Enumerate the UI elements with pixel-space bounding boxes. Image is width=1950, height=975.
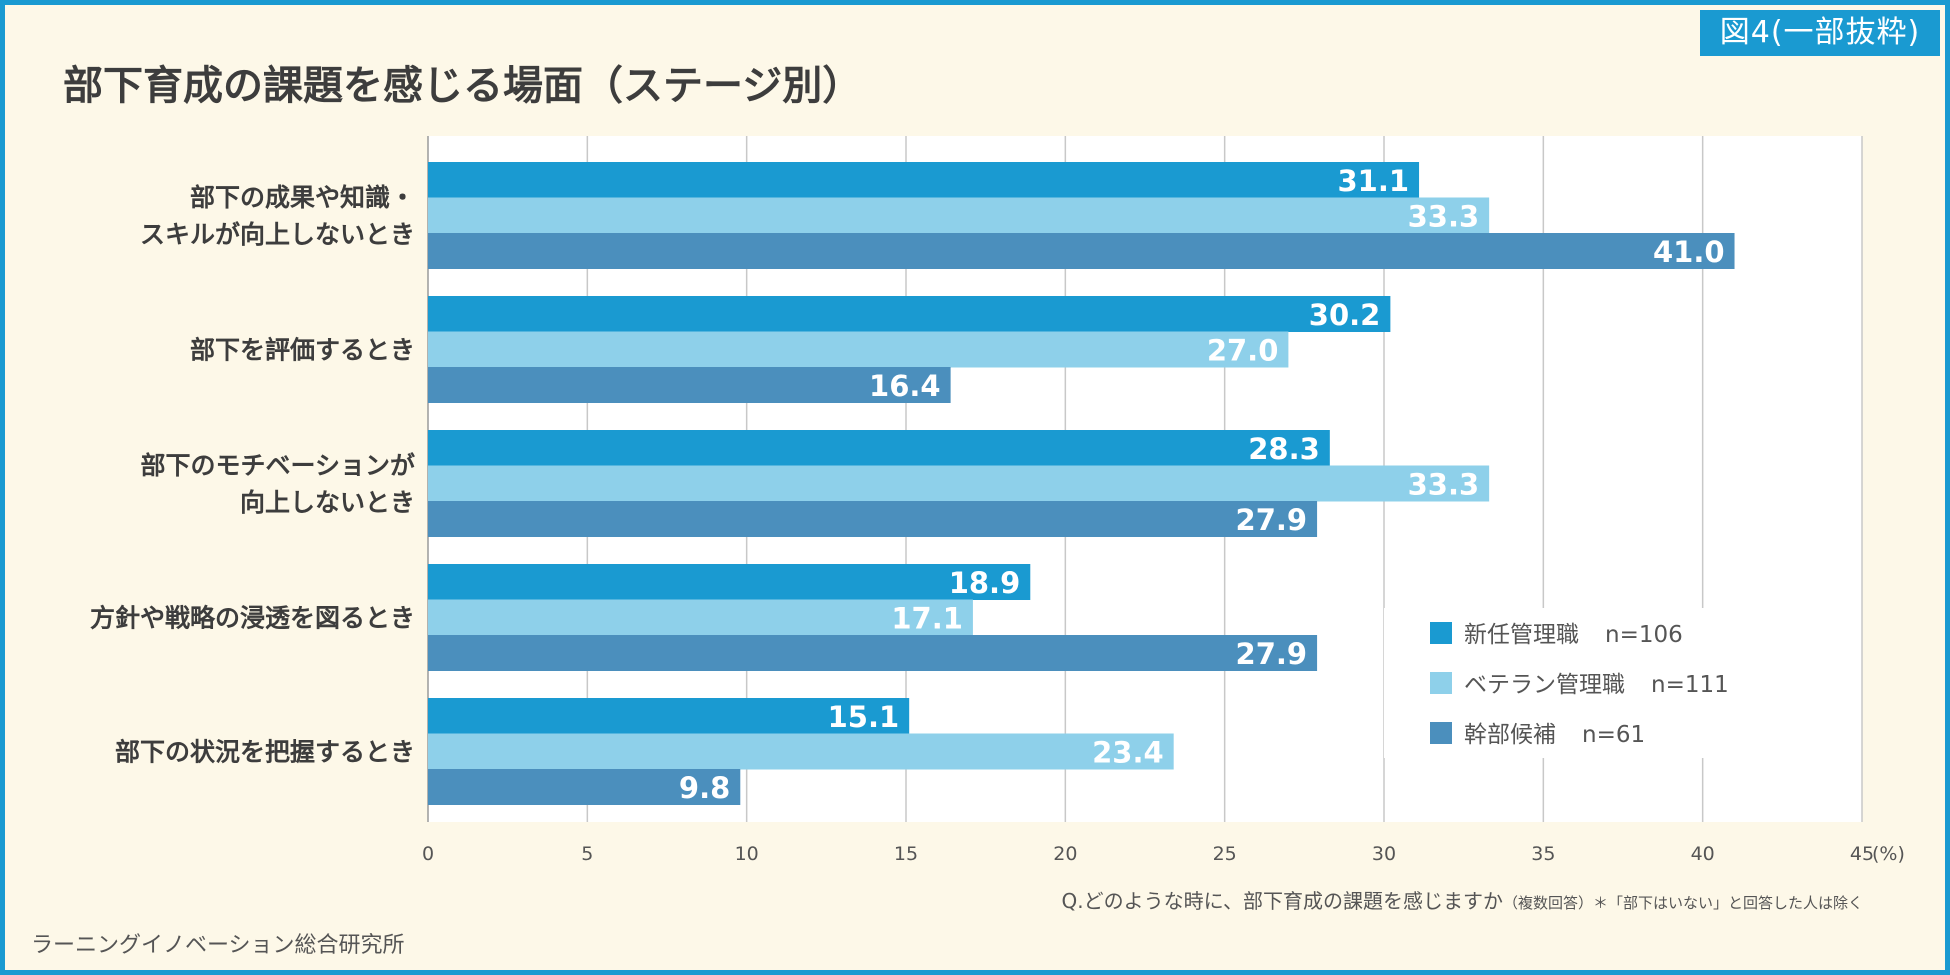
legend-label: ベテラン管理職 — [1464, 672, 1625, 698]
x-tick-label: 30 — [1372, 843, 1396, 865]
legend-label: 新任管理職 — [1464, 622, 1579, 648]
bar — [428, 233, 1735, 269]
bar — [428, 733, 1174, 770]
legend-swatch — [1430, 622, 1452, 644]
x-tick-label: 40 — [1691, 843, 1715, 865]
question-note: （複数回答）＊「部下はいない」と回答した人は除く — [1502, 894, 1863, 912]
bar-value-label: 15.1 — [828, 700, 900, 734]
bar — [428, 465, 1490, 502]
legend-sample-size: n=61 — [1582, 722, 1645, 748]
bar — [428, 501, 1318, 537]
bar-value-label: 17.1 — [891, 601, 963, 635]
category-label: スキルが向上しないとき — [140, 220, 415, 249]
source-credit: ラーニングイノベーション総合研究所 — [31, 933, 405, 958]
bar-value-label: 31.1 — [1337, 164, 1409, 198]
bar — [428, 635, 1318, 671]
page-title: 部下育成の課題を感じる場面（ステージ別） — [63, 63, 863, 109]
bar-value-label: 33.3 — [1408, 467, 1480, 501]
legend-swatch — [1430, 672, 1452, 694]
bar — [428, 296, 1391, 332]
bar-value-label: 27.0 — [1207, 333, 1279, 367]
x-tick-label: 20 — [1053, 843, 1077, 865]
survey-question: Q.どのような時に、部下育成の課題を感じますか（複数回答）＊「部下はいない」と回… — [1061, 885, 1863, 914]
bar — [428, 599, 973, 636]
bar — [428, 367, 951, 403]
bar-value-label: 30.2 — [1309, 298, 1381, 332]
bar-value-label: 41.0 — [1653, 235, 1725, 269]
bar — [428, 162, 1420, 198]
bar-value-label: 27.9 — [1236, 503, 1308, 537]
bar-value-label: 28.3 — [1248, 432, 1320, 466]
x-tick-label: 10 — [735, 843, 759, 865]
legend-sample-size: n=106 — [1605, 622, 1683, 648]
bar — [428, 331, 1289, 368]
legend-label: 幹部候補 — [1464, 722, 1556, 748]
x-tick-label: 15 — [894, 843, 918, 865]
legend-swatch — [1430, 722, 1452, 744]
category-label: 部下のモチベーションが — [140, 451, 415, 480]
question-main: Q.どのような時に、部下育成の課題を感じますか — [1061, 889, 1503, 913]
legend-sample-size: n=111 — [1651, 672, 1729, 698]
category-label: 向上しないとき — [240, 488, 415, 517]
bar-value-label: 16.4 — [869, 369, 941, 403]
category-label: 方針や戦略の浸透を図るとき — [90, 603, 415, 632]
bar-value-label: 9.8 — [679, 771, 730, 805]
category-label: 部下を評価するとき — [190, 335, 415, 364]
bar — [428, 564, 1031, 600]
bar-value-label: 18.9 — [949, 566, 1021, 600]
category-label: 部下の状況を把握するとき — [115, 737, 415, 766]
bar — [428, 430, 1330, 466]
x-tick-label: 35 — [1531, 843, 1555, 865]
x-tick-label: 0 — [422, 843, 434, 865]
bar — [428, 769, 741, 805]
bar — [428, 698, 910, 734]
bar-value-label: 33.3 — [1408, 199, 1480, 233]
x-tick-label: 45 — [1850, 843, 1874, 865]
category-label: 部下の成果や知識・ — [190, 183, 415, 212]
x-tick-label: 5 — [581, 843, 593, 865]
bar-value-label: 27.9 — [1236, 637, 1308, 671]
figure-badge: 図4(一部抜粋) — [1700, 10, 1940, 56]
bar-value-label: 23.4 — [1092, 735, 1164, 769]
bar — [428, 197, 1490, 234]
x-tick-label: 25 — [1213, 843, 1237, 865]
x-unit-label: (%) — [1872, 843, 1905, 865]
